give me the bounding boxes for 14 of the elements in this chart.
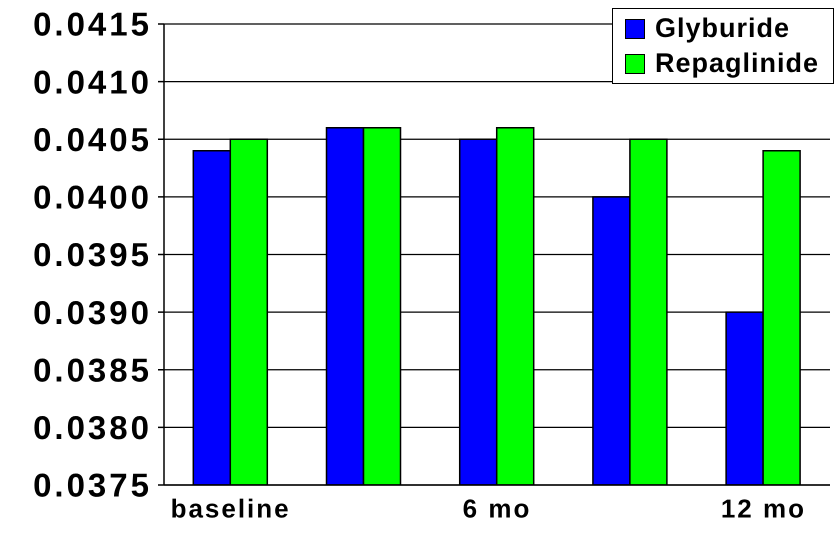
legend-label: Glyburide xyxy=(654,12,790,45)
y-tick-label: 0.0410 xyxy=(33,63,152,100)
y-tick-label: 0.0415 xyxy=(33,6,152,43)
legend-label: Repaglinide xyxy=(654,47,819,80)
y-tick-label: 0.0390 xyxy=(33,294,152,331)
x-tick-label: baseline xyxy=(170,493,291,524)
x-tick-label: 12 mo xyxy=(720,493,806,524)
y-tick-label: 0.0405 xyxy=(33,120,152,158)
y-tick-label: 0.0380 xyxy=(33,409,152,446)
y-tick-label: 0.0395 xyxy=(33,236,152,274)
y-tick-label: 0.0400 xyxy=(33,178,152,216)
y-tick-label: 0.0375 xyxy=(33,466,152,504)
x-tick-label: 6 mo xyxy=(462,493,532,524)
y-tick-label: 0.0385 xyxy=(33,351,152,388)
